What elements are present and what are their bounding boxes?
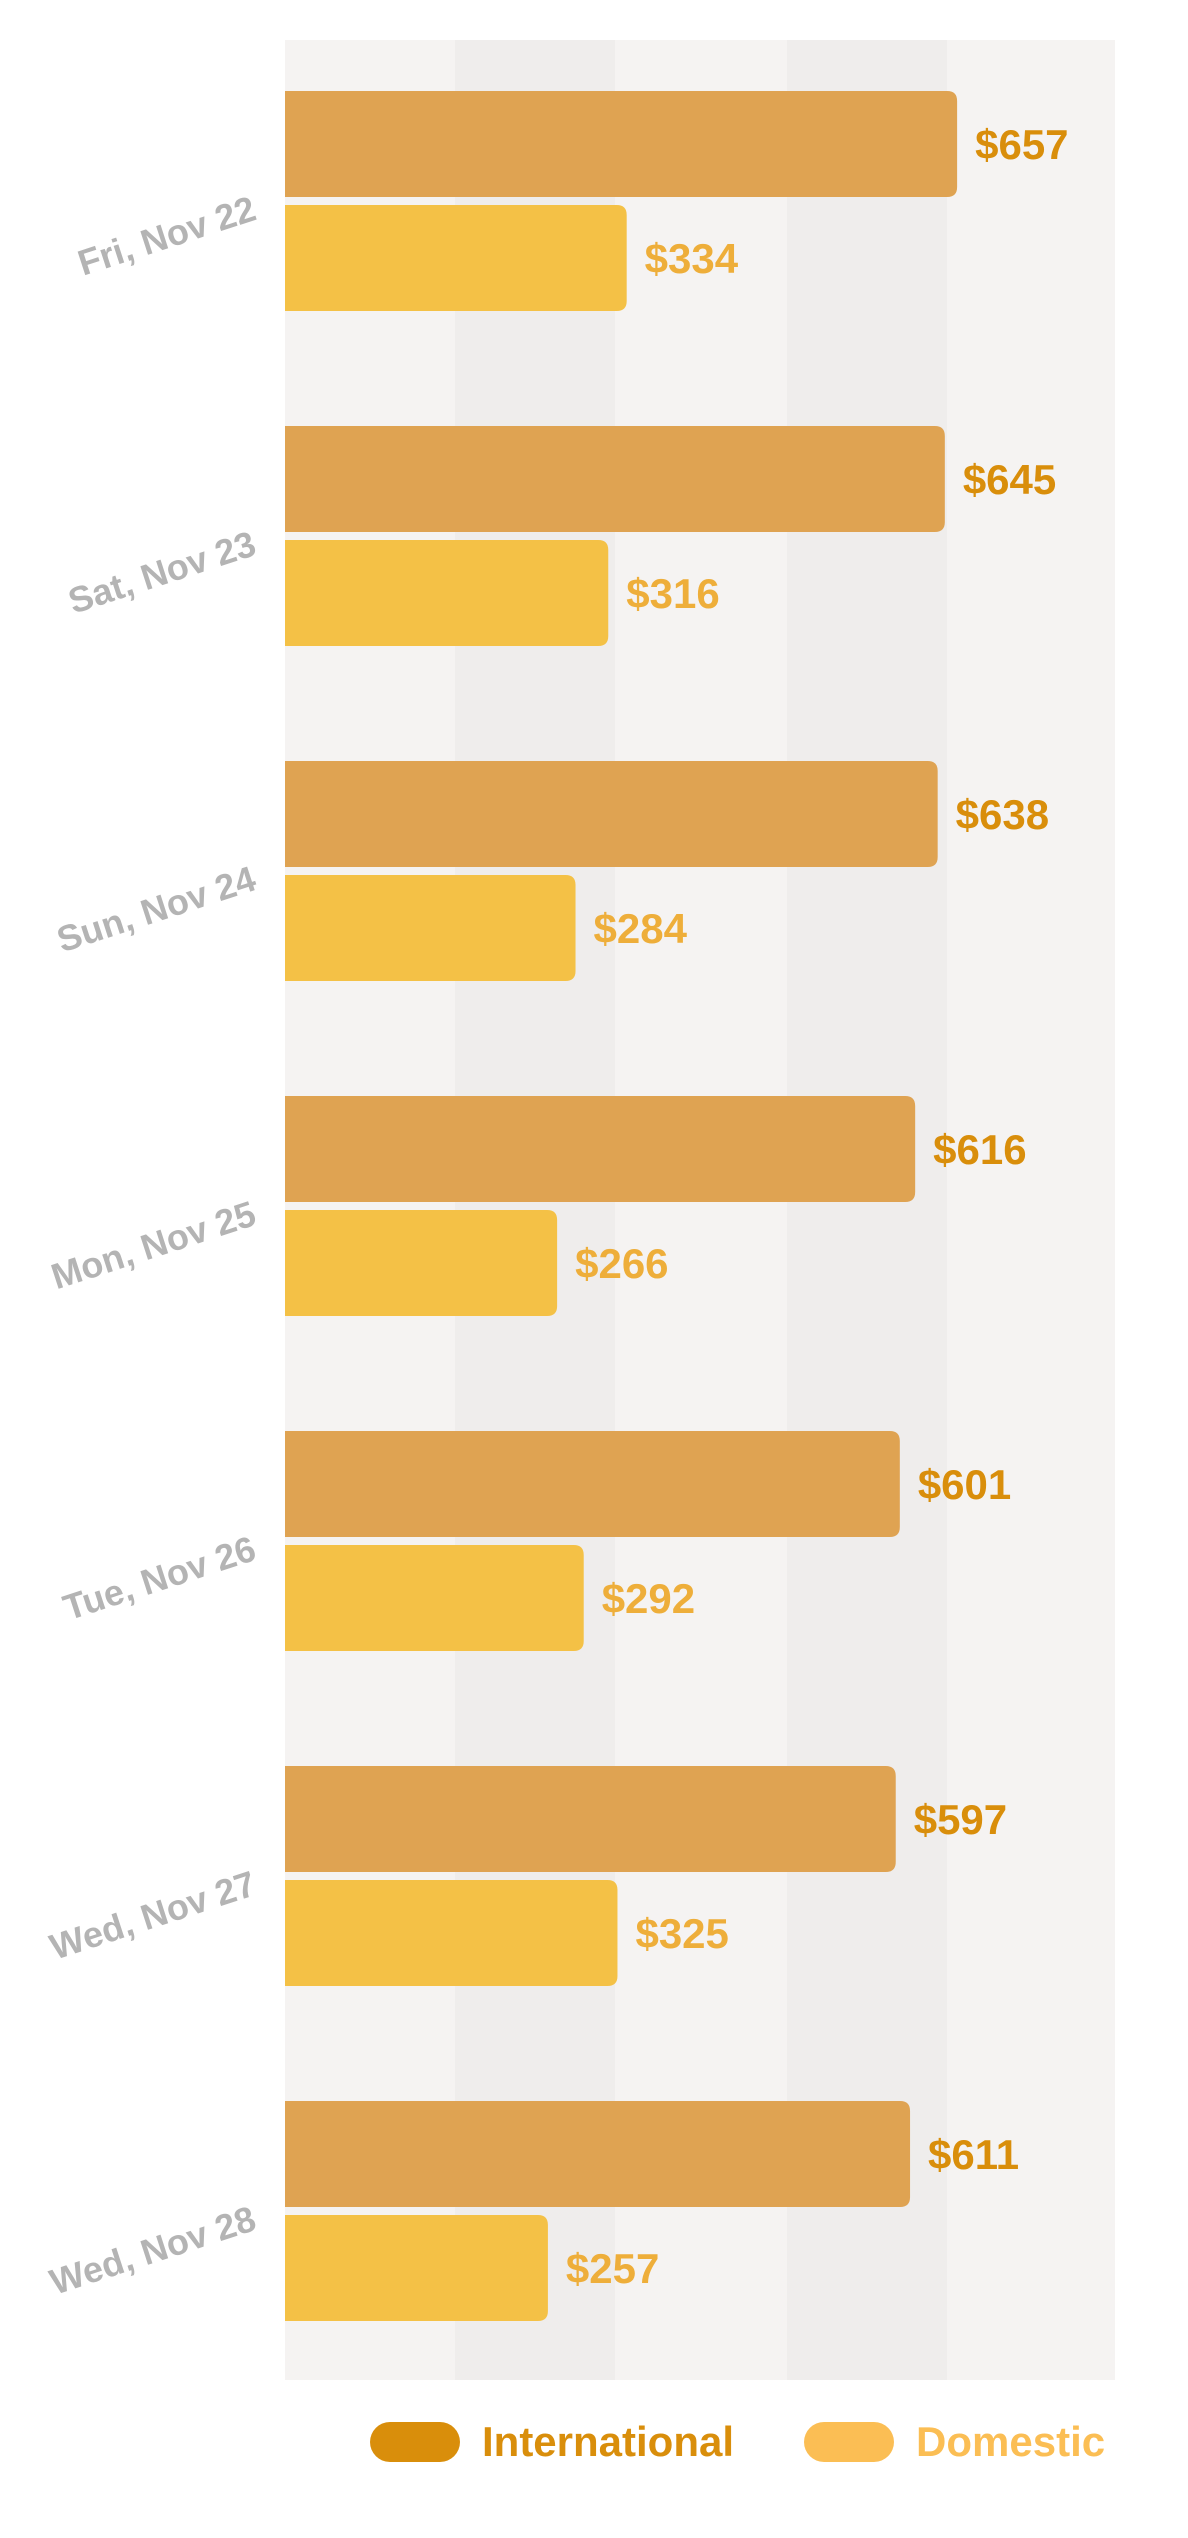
legend-swatch-domestic	[804, 2422, 895, 2462]
bar-domestic-4[interactable]	[285, 1545, 584, 1651]
legend-item-international[interactable]: International	[370, 2418, 734, 2466]
bar-international-1[interactable]	[285, 426, 945, 532]
value-label-domestic-2: $284	[594, 905, 688, 952]
value-label-international-1: $645	[963, 456, 1056, 503]
category-label-5: Wed, Nov 27	[45, 1863, 261, 1968]
background-band	[947, 40, 1115, 2380]
value-label-international-6: $611	[928, 2131, 1019, 2178]
bar-domestic-2[interactable]	[285, 875, 576, 981]
bar-international-2[interactable]	[285, 761, 938, 867]
value-label-international-5: $597	[914, 1796, 1007, 1843]
category-label-0: Fri, Nov 22	[73, 188, 261, 284]
legend-label-international: International	[482, 2418, 735, 2465]
bar-domestic-0[interactable]	[285, 205, 627, 311]
background-band	[787, 40, 947, 2380]
bar-international-5[interactable]	[285, 1766, 896, 1872]
bar-chart: $657 $334 Fri, Nov 22 $645 $316 Sat, Nov 23 $6…	[45, 40, 1115, 2380]
legend: International Domestic	[370, 2418, 1175, 2466]
legend-swatch-international	[370, 2422, 460, 2462]
legend-label-domestic: Domestic	[916, 2418, 1106, 2465]
category-label-4: Tue, Nov 26	[58, 1528, 260, 1629]
bar-international-6[interactable]	[285, 2101, 911, 2207]
category-label-2: Sun, Nov 24	[52, 858, 261, 961]
bar-international-0[interactable]	[285, 91, 958, 197]
bar-international-3[interactable]	[285, 1096, 916, 1202]
value-label-international-0: $657	[975, 121, 1068, 168]
category-label-6: Wed, Nov 28	[45, 2198, 261, 2303]
bar-domestic-5[interactable]	[285, 1880, 618, 1986]
legend-item-domestic[interactable]: Domestic	[804, 2418, 1105, 2466]
category-label-3: Mon, Nov 25	[46, 1193, 260, 1298]
bar-domestic-1[interactable]	[285, 540, 609, 646]
category-label-1: Sat, Nov 23	[63, 523, 260, 622]
bars-group	[285, 91, 958, 2321]
value-label-domestic-6: $257	[566, 2245, 659, 2292]
value-label-domestic-4: $292	[602, 1575, 695, 1622]
value-label-domestic-0: $334	[645, 235, 739, 282]
value-label-international-4: $601	[918, 1461, 1011, 1508]
value-label-domestic-1: $316	[626, 570, 719, 617]
bar-domestic-6[interactable]	[285, 2215, 548, 2321]
value-label-international-2: $638	[956, 791, 1049, 838]
value-label-domestic-3: $266	[575, 1240, 668, 1287]
bar-domestic-3[interactable]	[285, 1210, 558, 1316]
background-band	[615, 40, 787, 2380]
bar-international-4[interactable]	[285, 1431, 900, 1537]
value-label-international-3: $616	[933, 1126, 1026, 1173]
value-label-domestic-5: $325	[635, 1910, 728, 1957]
